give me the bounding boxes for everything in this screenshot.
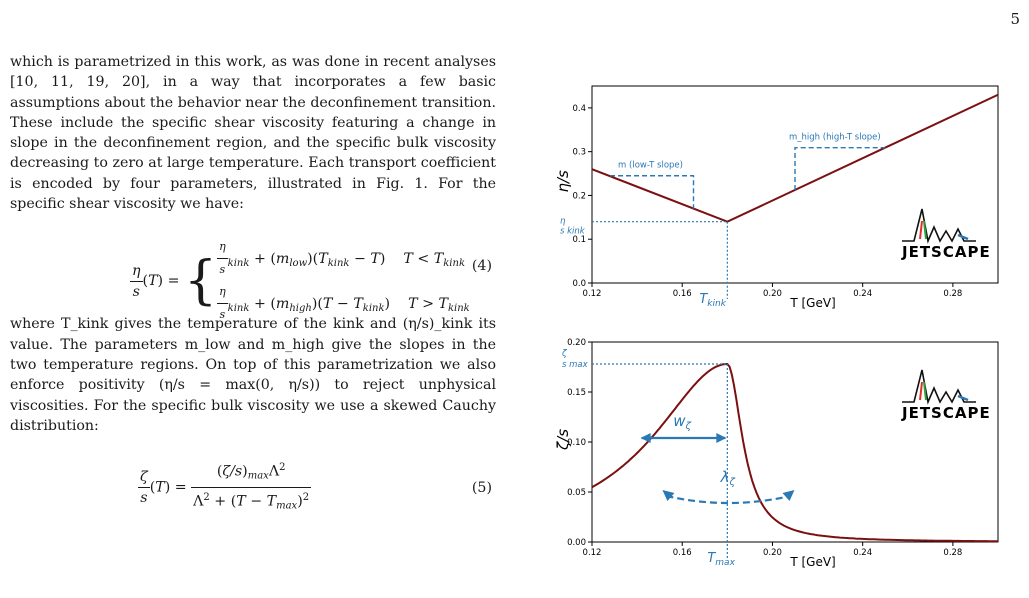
- kink-x-label: Tkink: [699, 292, 726, 309]
- equation-4: η s (T) = { η s kink + (mlow)(Tkink − T) T < …: [10, 236, 496, 321]
- paragraph-2: where T_kink gives the temperature of th…: [10, 316, 496, 434]
- width-arrow-head-right: [716, 433, 727, 443]
- low-slope-triangle: [610, 175, 695, 209]
- low-slope-label: m (low-T slope): [618, 161, 683, 171]
- high-slope-label: m_high (high-T slope): [789, 133, 881, 143]
- y-tick-label: 0.2: [572, 191, 586, 201]
- x-tick-label: 0.16: [673, 548, 692, 558]
- left-column: which is parametrized in this work, as w…: [10, 52, 496, 518]
- y-tick-label: 0.05: [567, 488, 586, 498]
- skew-arrow-head-left: [662, 490, 675, 501]
- logo-green-stroke: [923, 220, 927, 240]
- y-tick-label: 0.00: [567, 538, 586, 548]
- logo-red-stroke: [919, 381, 923, 401]
- logo-peaks: [902, 369, 976, 405]
- equation-5-number: (5): [471, 480, 492, 497]
- y-tick-label: 0.1: [572, 235, 586, 245]
- kink-y-label: η: [560, 217, 566, 227]
- paragraph-1: which is parametrized in this work, as w…: [10, 54, 496, 213]
- logo-blue-stroke: [957, 233, 969, 241]
- equation-4-body: η s (T) = { η s kink + (mlow)(Tkink − T) T < …: [130, 236, 470, 326]
- width-arrow-head-left: [640, 433, 651, 443]
- plot-frame: [591, 85, 999, 284]
- logo-text: JETSCAPE: [901, 243, 991, 261]
- page-number: 5: [1010, 10, 1020, 28]
- jetscape-logo: JETSCAPE: [901, 369, 991, 422]
- x-tick-label: 0.28: [943, 289, 962, 299]
- y-axis-label: η/s: [554, 170, 572, 193]
- x-axis-label: T [GeV]: [789, 296, 835, 310]
- y-tick-label: 0.3: [572, 148, 586, 158]
- x-tick-label: 0.28: [943, 548, 962, 558]
- zeta-s-curve: [591, 362, 998, 543]
- shear-viscosity-figure: 0.12 0.16 0.20 0.24 0.28 0.0 0.1 0.2 0.3 0.4 T [Ge…: [554, 85, 999, 310]
- x-axis-label: T [GeV]: [789, 555, 835, 569]
- logo-green-stroke: [923, 381, 927, 401]
- x-tick-label: 0.16: [673, 289, 692, 299]
- logo-blue-stroke: [957, 394, 969, 402]
- equation-5-body: ζ s (T) = (ζ/s)maxΛ2 Λ2 + (T − Tmax)2: [138, 458, 312, 517]
- logo-red-stroke: [919, 220, 923, 240]
- equation-5: ζ s (T) = (ζ/s)maxΛ2 Λ2 + (T − Tmax)2 (5): [10, 458, 496, 518]
- plot-frame: [591, 341, 999, 543]
- eta-s-curve: [591, 93, 999, 223]
- max-y-label: ζ: [561, 349, 568, 359]
- jetscape-logo: JETSCAPE: [901, 208, 991, 261]
- y-axis-label: ζ/s: [554, 429, 572, 451]
- high-slope-triangle: [794, 146, 886, 190]
- max-y-label-den: s max: [562, 360, 589, 370]
- equation-4-number: (4): [471, 258, 492, 275]
- skew-arrow-arc: [666, 494, 791, 505]
- logo-text: JETSCAPE: [901, 404, 991, 422]
- y-tick-label: 0.0: [572, 279, 586, 289]
- x-tick-label: 0.20: [763, 548, 782, 558]
- bulk-viscosity-figure: 0.12 0.16 0.20 0.24 0.28 0.00 0.05 0.10 0.15 0.20…: [554, 338, 999, 569]
- x-tick-label: 0.20: [763, 289, 782, 299]
- y-tick-label: 0.10: [567, 438, 586, 448]
- logo-peaks: [902, 208, 976, 244]
- y-tick-label: 0.20: [567, 338, 586, 348]
- skew-arrow-head-right: [782, 490, 795, 501]
- x-tick-label: 0.24: [853, 289, 872, 299]
- x-tick-label: 0.12: [583, 289, 602, 299]
- kink-y-label-den: s kink: [560, 227, 586, 237]
- y-tick-label: 0.4: [572, 104, 586, 114]
- width-label: wζ: [673, 412, 691, 432]
- x-tick-label: 0.24: [853, 548, 872, 558]
- skew-label: λζ: [720, 468, 736, 488]
- tmax-label: Tmax: [707, 551, 735, 568]
- y-tick-label: 0.15: [567, 388, 586, 398]
- x-tick-label: 0.12: [583, 548, 602, 558]
